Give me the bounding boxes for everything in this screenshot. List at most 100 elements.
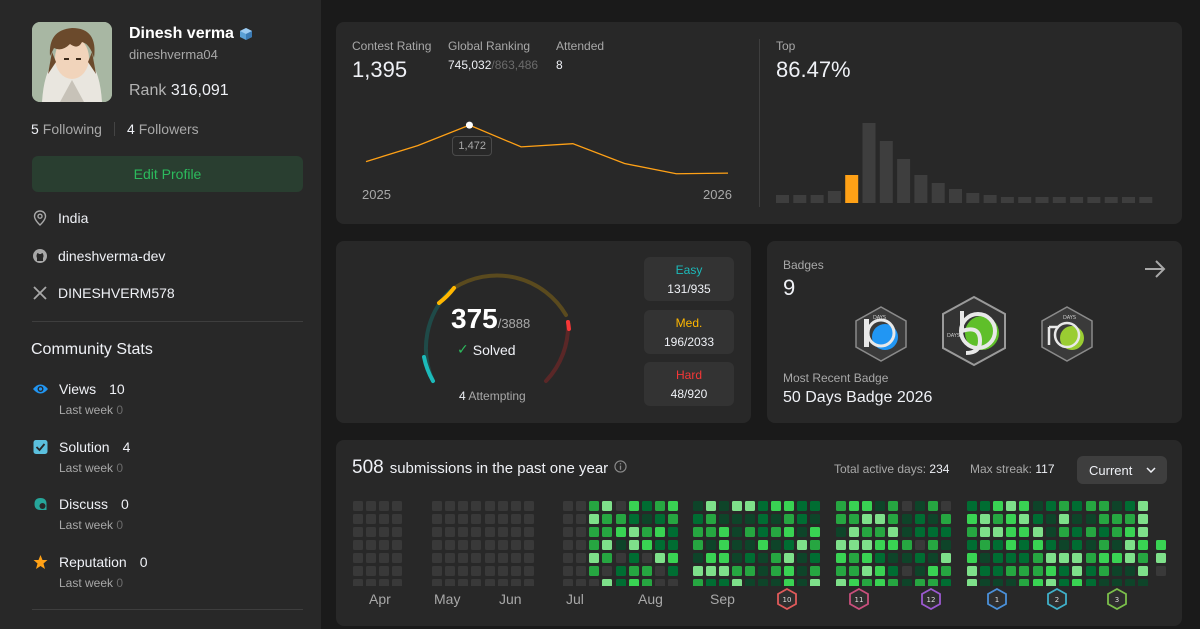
heatmap-cell[interactable] <box>458 566 468 576</box>
heatmap-cell[interactable] <box>458 527 468 537</box>
heatmap-cell[interactable] <box>915 566 925 576</box>
heatmap-cell[interactable] <box>928 514 938 524</box>
heatmap-cell[interactable] <box>353 553 363 563</box>
heatmap-cell[interactable] <box>485 540 495 550</box>
heatmap-cell[interactable] <box>758 501 768 511</box>
heatmap-cell[interactable] <box>379 540 389 550</box>
heatmap-cell[interactable] <box>524 501 534 511</box>
heatmap-cell[interactable] <box>771 527 781 537</box>
heatmap-cell[interactable] <box>511 514 521 524</box>
heatmap-cell[interactable] <box>524 566 534 576</box>
heatmap-cell[interactable] <box>784 540 794 550</box>
rating-highlight-point[interactable] <box>465 121 473 129</box>
heatmap-cell[interactable] <box>1125 579 1135 586</box>
histogram-bar[interactable] <box>1052 197 1066 203</box>
heatmap-cell[interactable] <box>458 540 468 550</box>
heatmap-cell[interactable] <box>485 514 495 524</box>
heatmap-cell[interactable] <box>642 501 652 511</box>
heatmap-cell[interactable] <box>771 514 781 524</box>
following-count[interactable]: 5 <box>31 121 39 137</box>
heatmap-cell[interactable] <box>849 514 859 524</box>
heatmap-cell[interactable] <box>1006 540 1016 550</box>
histogram-bar[interactable] <box>1000 197 1014 203</box>
heatmap-cell[interactable] <box>379 566 389 576</box>
heatmap-cell[interactable] <box>902 566 912 576</box>
heatmap-cell[interactable] <box>980 527 990 537</box>
heatmap-cell[interactable] <box>875 514 885 524</box>
histogram-bar[interactable] <box>1122 197 1135 203</box>
heatmap-cell[interactable] <box>797 540 807 550</box>
heatmap-cell[interactable] <box>1138 579 1148 586</box>
heatmap-cell[interactable] <box>719 514 729 524</box>
heatmap-cell[interactable] <box>732 514 742 524</box>
heatmap-cell[interactable] <box>797 501 807 511</box>
monthly-badge-icon[interactable]: 3 <box>1106 588 1128 610</box>
heatmap-cell[interactable] <box>471 579 481 586</box>
heatmap-cell[interactable] <box>732 566 742 576</box>
heatmap-cell[interactable] <box>732 553 742 563</box>
heatmap-cell[interactable] <box>668 527 678 537</box>
heatmap-cell[interactable] <box>732 540 742 550</box>
heatmap-cell[interactable] <box>668 501 678 511</box>
heatmap-cell[interactable] <box>1112 553 1122 563</box>
heatmap-cell[interactable] <box>1059 501 1069 511</box>
heatmap-cell[interactable] <box>706 514 716 524</box>
heatmap-cell[interactable] <box>1112 514 1122 524</box>
heatmap-cell[interactable] <box>941 514 951 524</box>
heatmap-cell[interactable] <box>498 553 508 563</box>
heatmap-cell[interactable] <box>563 553 573 563</box>
heatmap-cell[interactable] <box>1019 566 1029 576</box>
heatmap-cell[interactable] <box>642 527 652 537</box>
heatmap-cell[interactable] <box>366 501 376 511</box>
heatmap-cell[interactable] <box>836 553 846 563</box>
heatmap-cell[interactable] <box>524 514 534 524</box>
heatmap-cell[interactable] <box>1138 540 1148 550</box>
heatmap-cell[interactable] <box>445 553 455 563</box>
followers-count[interactable]: 4 <box>126 121 135 137</box>
heatmap-cell[interactable] <box>668 514 678 524</box>
heatmap-cell[interactable] <box>745 579 755 586</box>
histogram-bar[interactable] <box>827 191 841 203</box>
heatmap-cell[interactable] <box>445 527 455 537</box>
heatmap-cell[interactable] <box>980 501 990 511</box>
heatmap-cell[interactable] <box>1112 579 1122 586</box>
heatmap-cell[interactable] <box>732 527 742 537</box>
heatmap-cell[interactable] <box>1099 540 1109 550</box>
heatmap-cell[interactable] <box>616 553 626 563</box>
heatmap-cell[interactable] <box>589 553 599 563</box>
heatmap-cell[interactable] <box>706 527 716 537</box>
heatmap-cell[interactable] <box>485 579 495 586</box>
heatmap-cell[interactable] <box>693 566 703 576</box>
arrow-right-icon[interactable] <box>1143 259 1167 279</box>
heatmap-cell[interactable] <box>668 566 678 576</box>
heatmap-cell[interactable] <box>511 501 521 511</box>
heatmap-cell[interactable] <box>745 514 755 524</box>
heatmap-cell[interactable] <box>1019 527 1029 537</box>
heatmap-cell[interactable] <box>928 566 938 576</box>
heatmap-cell[interactable] <box>379 501 389 511</box>
heatmap-cell[interactable] <box>655 566 665 576</box>
histogram-bar[interactable] <box>966 193 980 203</box>
heatmap-cell[interactable] <box>392 566 402 576</box>
heatmap-cell[interactable] <box>1059 566 1069 576</box>
histogram-bar[interactable] <box>914 175 928 203</box>
heatmap-cell[interactable] <box>576 514 586 524</box>
heatmap-cell[interactable] <box>563 501 573 511</box>
heatmap-cell[interactable] <box>797 566 807 576</box>
heatmap-cell[interactable] <box>616 579 626 586</box>
heatmap-cell[interactable] <box>576 540 586 550</box>
heatmap-cell[interactable] <box>353 527 363 537</box>
heatmap-cell[interactable] <box>602 527 612 537</box>
heatmap-cell[interactable] <box>836 514 846 524</box>
heatmap-cell[interactable] <box>1033 514 1043 524</box>
heatmap-cell[interactable] <box>928 527 938 537</box>
heatmap-cell[interactable] <box>602 514 612 524</box>
heatmap-cell[interactable] <box>629 540 639 550</box>
heatmap-cell[interactable] <box>915 540 925 550</box>
heatmap-cell[interactable] <box>1046 540 1056 550</box>
heatmap-cell[interactable] <box>1033 527 1043 537</box>
histogram-bar[interactable] <box>1035 197 1049 203</box>
heatmap-cell[interactable] <box>498 566 508 576</box>
heatmap-cell[interactable] <box>993 579 1003 586</box>
heatmap-cell[interactable] <box>1099 566 1109 576</box>
